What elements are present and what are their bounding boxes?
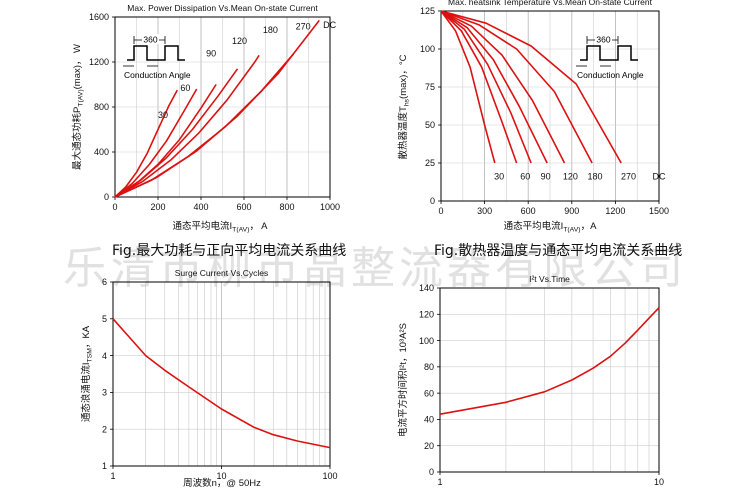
chart-title: I²t Vs.Time — [529, 274, 570, 284]
power-dissipation-chart: 0 200 400 600 800 1000 0 400 800 1200 1600 Max. Pow… — [71, 3, 340, 234]
y-tick-label: 125 — [420, 6, 435, 16]
series-label-dc: DC — [323, 20, 336, 30]
y-tick-label: 120 — [419, 309, 434, 319]
y-axis-title: 最大通态功耗PT(AV)(max)， W — [71, 44, 85, 170]
series-label: 120 — [563, 172, 578, 182]
y-tick-label: 2 — [102, 424, 107, 434]
period-label: 360 — [143, 35, 157, 45]
series-line-120 — [114, 68, 239, 198]
series-label: 180 — [588, 172, 603, 182]
watermark: 乐清市柳市晶整流器有限公司 — [63, 243, 687, 294]
y-axis-title: 电流平方时间积I²t，10³A²S — [397, 323, 409, 437]
x-axis-title: 周波数n，@ 50Hz — [183, 477, 261, 489]
x-tick-label: 1500 — [649, 206, 669, 216]
left-figure-caption: Fig.最大功耗与正向平均电流关系曲线 — [112, 243, 347, 259]
y-tick-label: 3 — [102, 388, 107, 398]
conduction-angle-label: Conduction Angle — [124, 70, 191, 80]
period-label: 360 — [596, 35, 610, 45]
period-label-bg — [142, 34, 159, 44]
y-tick-label: 100 — [419, 336, 434, 346]
series-label: 60 — [520, 172, 530, 182]
x-tick-label: 100 — [322, 471, 337, 481]
x-axis-title: 通态平均电流IT(AV)，A — [504, 220, 597, 234]
series-line-i2t — [439, 307, 660, 415]
series-line-30 — [440, 10, 496, 164]
y-tick-label: 400 — [94, 147, 109, 157]
y-tick-label: 1 — [102, 461, 107, 471]
x-tick-label: 0 — [112, 202, 117, 212]
plot-frame — [439, 287, 660, 473]
x-tick-label: 600 — [521, 206, 536, 216]
y-axis-title: 通态浪涌电流ITSM，KA — [80, 325, 94, 422]
series-label-120: 120 — [232, 36, 247, 46]
series-label: 30 — [494, 172, 504, 182]
x-tick-label: 10 — [216, 471, 226, 481]
series-line-60 — [114, 88, 198, 198]
x-tick-label: 300 — [477, 206, 492, 216]
x-tick-label: 200 — [150, 202, 165, 212]
y-tick-label: 80 — [424, 362, 434, 372]
plot-frame — [440, 10, 660, 202]
chart-title: Max. heatsink Temperature Vs.Mean On-sta… — [448, 0, 653, 7]
chart-title: Max. Power Dissipation Vs.Mean On-state … — [127, 3, 318, 13]
y-tick-label: 50 — [425, 120, 435, 130]
series-label-30: 30 — [158, 110, 168, 120]
series-line-60 — [440, 10, 518, 164]
series-label: 270 — [621, 172, 636, 182]
y-axis-title: 散热器温度Ths(max)，°C — [397, 54, 411, 159]
y-tick-label: 800 — [94, 102, 109, 112]
x-tick-label: 1 — [437, 477, 442, 487]
x-tick-label: 1 — [110, 471, 115, 481]
series-line-30 — [114, 89, 179, 198]
series-line-90 — [440, 10, 532, 164]
y-tick-label: 25 — [425, 158, 435, 168]
right-figure-caption: Fig.散热器温度与通态平均电流关系曲线 — [434, 243, 683, 259]
series-line-180 — [440, 10, 566, 164]
y-tick-label: 140 — [419, 283, 434, 293]
heatsink-temperature-chart: 0 300 600 900 1200 1500 0 25 50 75 100 125 Max. heat… — [397, 0, 669, 234]
period-label-bg — [595, 34, 612, 44]
y-tick-label: 5 — [102, 314, 107, 324]
chart-title: Surge Current Vs.Cycles — [175, 268, 269, 278]
series-line-itsm — [112, 318, 331, 449]
series-line-120 — [440, 10, 548, 164]
series-label-180: 180 — [263, 25, 278, 35]
y-tick-label: 60 — [424, 388, 434, 398]
y-tick-label: 1200 — [89, 57, 109, 67]
y-tick-label: 100 — [420, 44, 435, 54]
y-tick-label: 75 — [425, 82, 435, 92]
series-label: 90 — [541, 172, 551, 182]
y-tick-label: 4 — [102, 351, 107, 361]
series-line-dc — [114, 19, 320, 198]
series-label-270: 270 — [296, 22, 311, 32]
y-tick-label: 20 — [424, 441, 434, 451]
y-tick-label: 40 — [424, 415, 434, 425]
y-tick-label: 0 — [429, 467, 434, 477]
series-label-60: 60 — [180, 83, 190, 93]
conduction-pulse-waveform — [580, 45, 638, 61]
y-tick-label: 6 — [102, 277, 107, 287]
x-tick-label: 800 — [279, 202, 294, 212]
conduction-angle-label: Conduction Angle — [577, 70, 644, 80]
x-tick-label: 10 — [654, 477, 664, 487]
y-tick-label: 0 — [430, 196, 435, 206]
conduction-pulse-waveform — [127, 45, 185, 61]
series-label-90: 90 — [206, 49, 216, 59]
x-tick-label: 900 — [564, 206, 579, 216]
x-axis-title: 通态平均电流IT(AV)， A — [173, 220, 269, 234]
series-line-dc — [440, 10, 622, 164]
surge-current-chart: 1 10 100 1 2 3 4 5 6 Surge Current Vs.Cycles 周波数n，… — [80, 268, 338, 489]
series-line-270 — [440, 10, 593, 164]
x-tick-label: 600 — [236, 202, 251, 212]
series-line-180 — [114, 54, 260, 198]
x-tick-label: 0 — [438, 206, 443, 216]
y-tick-label: 0 — [104, 192, 109, 202]
y-tick-label: 1600 — [89, 12, 109, 22]
series-label: DC — [653, 172, 666, 182]
x-tick-label: 400 — [193, 202, 208, 212]
x-tick-label: 1000 — [320, 202, 340, 212]
x-tick-label: 1200 — [605, 206, 625, 216]
